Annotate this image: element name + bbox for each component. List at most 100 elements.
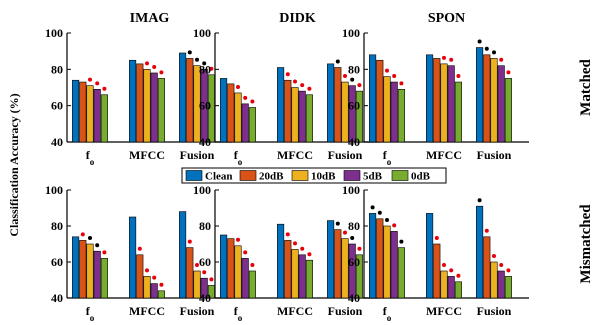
significance-marker (159, 282, 164, 287)
bar (241, 258, 249, 299)
significance-marker (492, 254, 496, 258)
bar (341, 81, 349, 143)
significance-marker (456, 74, 461, 79)
bar (220, 234, 228, 299)
significance-marker (442, 263, 446, 267)
significance-marker (484, 228, 489, 233)
significance-marker (145, 268, 149, 273)
bar (291, 87, 299, 143)
bar (248, 270, 256, 299)
y-axis-label: Classification Accuracy (%) (7, 93, 21, 236)
significance-marker (307, 252, 312, 257)
significance-marker (307, 86, 312, 91)
category-subscript: o (387, 157, 392, 167)
significance-marker (506, 70, 511, 75)
bar (284, 79, 292, 143)
row-label: Matched (578, 59, 594, 116)
y-tick-label: 40 (199, 135, 211, 149)
significance-marker (357, 246, 362, 251)
significance-marker (209, 66, 214, 71)
bar (440, 270, 448, 299)
significance-marker (449, 268, 454, 273)
category-label: fo (234, 148, 243, 167)
bar (369, 213, 377, 299)
significance-marker (137, 246, 142, 251)
significance-marker (399, 239, 404, 244)
bar (476, 205, 484, 299)
bar (447, 65, 455, 143)
significance-marker (95, 243, 100, 248)
significance-marker (499, 263, 504, 267)
significance-marker (195, 263, 199, 267)
legend-swatch (291, 170, 309, 181)
column-title: SPON (428, 11, 465, 26)
y-tick-label: 60 (51, 255, 63, 269)
significance-marker (159, 70, 164, 75)
significance-marker (477, 39, 482, 44)
significance-marker (88, 236, 92, 240)
significance-marker (484, 46, 489, 51)
y-tick-label: 100 (193, 183, 211, 197)
bar (86, 85, 94, 143)
bar (334, 67, 342, 143)
significance-marker (80, 232, 85, 237)
bar (426, 54, 434, 143)
bar (79, 81, 87, 143)
bar (100, 258, 108, 299)
significance-marker (434, 236, 439, 240)
y-tick-label: 100 (45, 183, 63, 197)
bar (483, 236, 491, 299)
y-tick-label: 60 (348, 255, 360, 269)
bar (234, 245, 242, 299)
category-subscript: o (238, 157, 243, 167)
y-tick-label: 80 (199, 219, 211, 233)
category-subscript: o (90, 157, 95, 167)
bar (72, 236, 80, 299)
category-label: fo (234, 304, 243, 323)
bar (291, 249, 299, 299)
legend-swatch (239, 170, 257, 181)
significance-marker (350, 236, 355, 240)
bar (355, 90, 363, 143)
y-tick-label: 100 (193, 26, 211, 40)
significance-marker (449, 57, 454, 62)
bar (497, 270, 505, 299)
y-tick-label: 100 (342, 26, 360, 40)
significance-marker (392, 74, 397, 79)
significance-marker (300, 83, 305, 88)
category-label: Fusion (477, 304, 512, 318)
bar (227, 83, 235, 143)
bar (390, 231, 398, 299)
significance-marker (385, 68, 389, 73)
bar (150, 283, 158, 299)
significance-marker (195, 57, 199, 62)
bar (490, 58, 498, 143)
bar (454, 81, 462, 143)
y-tick-label: 80 (51, 219, 63, 233)
y-tick-label: 40 (51, 135, 63, 149)
significance-marker (187, 239, 192, 244)
significance-marker (442, 55, 446, 60)
y-tick-label: 80 (348, 219, 360, 233)
bar (383, 76, 391, 143)
panel: 40 60 80 100 fo MFCC Fusion (45, 26, 232, 167)
category-subscript: o (238, 313, 243, 323)
bar (86, 243, 94, 299)
significance-marker (250, 99, 255, 104)
bar (193, 65, 201, 143)
bar (334, 229, 342, 299)
bar (241, 103, 249, 143)
panel: 40 60 80 100 fo MFCC Fusion (193, 26, 380, 167)
category-label: MFCC (277, 304, 313, 318)
bar (383, 225, 391, 299)
significance-marker (152, 275, 157, 280)
row-label: Mismatched (578, 204, 594, 284)
panel: 40 60 80 100 fo MFCC Fusion (45, 183, 232, 323)
column-title: DIDK (279, 11, 316, 26)
significance-marker (456, 273, 461, 278)
category-label: MFCC (129, 304, 165, 318)
significance-marker (187, 50, 192, 55)
y-tick-label: 60 (51, 99, 63, 113)
category-label: fo (383, 148, 392, 167)
significance-marker (499, 57, 504, 62)
